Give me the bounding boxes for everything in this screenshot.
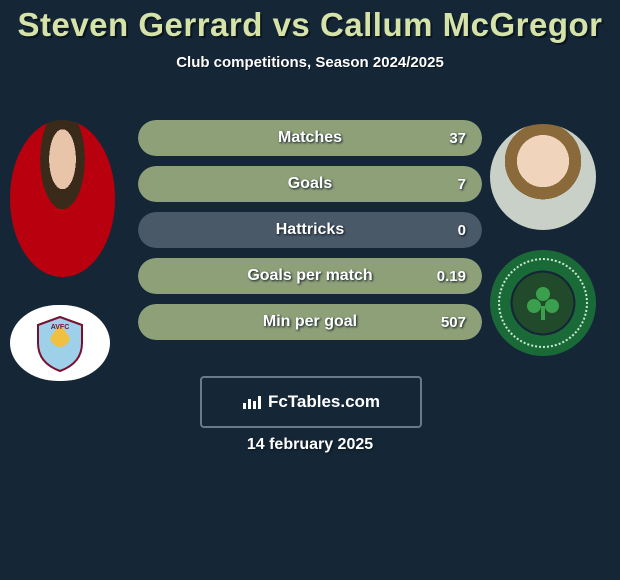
comparison-card: Steven Gerrard vs Callum McGregor Club c… [0, 0, 620, 580]
page-subtitle: Club competitions, Season 2024/2025 [0, 54, 620, 71]
stat-label: Min per goal [263, 313, 357, 331]
bar-chart-icon [242, 394, 262, 410]
brand-box[interactable]: FcTables.com [200, 376, 422, 428]
stat-label: Hattricks [276, 221, 344, 239]
player-left-avatar [10, 120, 115, 277]
page-title: Steven Gerrard vs Callum McGregor [0, 0, 620, 44]
right-player-column [490, 124, 600, 356]
stat-value-right: 507 [441, 314, 466, 331]
stat-label: Matches [278, 129, 342, 147]
stat-label: Goals [288, 175, 332, 193]
brand-text: FcTables.com [268, 392, 380, 412]
stat-value-right: 7 [458, 176, 466, 193]
stat-row: Goals 7 [138, 166, 482, 202]
player-right-avatar [490, 124, 596, 230]
clover-icon [518, 278, 568, 328]
stat-row: Goals per match 0.19 [138, 258, 482, 294]
date-label: 14 february 2025 [0, 436, 620, 454]
stat-row: Matches 37 [138, 120, 482, 156]
stat-row: Hattricks 0 [138, 212, 482, 248]
stat-value-right: 0.19 [437, 268, 466, 285]
shield-icon: AVFC [30, 313, 90, 373]
left-player-column: AVFC [10, 120, 130, 381]
player-right-club-badge [490, 250, 596, 356]
stats-panel: Matches 37 Goals 7 Hattricks 0 Goals per match… [138, 120, 482, 350]
player-left-club-badge: AVFC [10, 305, 110, 381]
brand-label: FcTables.com [242, 392, 380, 412]
stat-value-right: 37 [449, 130, 466, 147]
stat-row: Min per goal 507 [138, 304, 482, 340]
stat-value-right: 0 [458, 222, 466, 239]
svg-text:AVFC: AVFC [51, 324, 70, 331]
stat-label: Goals per match [247, 267, 372, 285]
